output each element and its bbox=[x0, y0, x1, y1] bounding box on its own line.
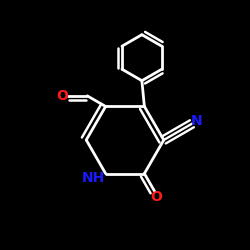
Text: O: O bbox=[150, 190, 162, 204]
Text: NH: NH bbox=[82, 171, 105, 185]
Text: N: N bbox=[191, 114, 203, 128]
Text: O: O bbox=[56, 89, 68, 103]
